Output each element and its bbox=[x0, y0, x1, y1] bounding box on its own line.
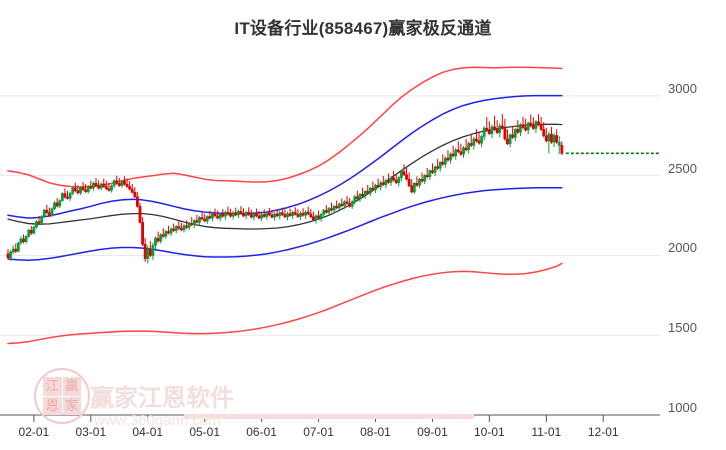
x-axis-tick-9: 11-01 bbox=[531, 425, 562, 439]
x-axis-tick-6: 08-01 bbox=[360, 425, 391, 439]
x-axis-tick-10: 12-01 bbox=[587, 425, 619, 439]
x-axis bbox=[0, 414, 660, 422]
x-axis-tick-2: 04-01 bbox=[132, 425, 164, 439]
x-axis-tick-1: 03-01 bbox=[75, 425, 107, 439]
y-axis-tick-1: 2500 bbox=[668, 160, 697, 176]
x-axis-tick-0: 02-01 bbox=[18, 425, 50, 439]
channel-bands bbox=[7, 66, 563, 345]
x-axis-tick-4: 06-01 bbox=[246, 425, 277, 439]
x-axis-tick-7: 09-01 bbox=[417, 425, 448, 439]
y-axis-tick-0: 3000 bbox=[668, 80, 697, 96]
x-axis-tick-3: 05-01 bbox=[189, 425, 221, 439]
y-axis-tick-4: 1000 bbox=[668, 400, 697, 415]
gridlines bbox=[0, 95, 660, 416]
x-axis-tick-8: 10-01 bbox=[474, 425, 505, 439]
page-title: IT设备行业(858467)赢家极反通道 bbox=[234, 19, 492, 38]
x-axis-tick-5: 07-01 bbox=[303, 425, 334, 439]
y-axis-tick-3: 1500 bbox=[668, 320, 697, 336]
candlestick-series bbox=[6, 114, 564, 264]
y-axis-tick-2: 2000 bbox=[668, 240, 697, 256]
